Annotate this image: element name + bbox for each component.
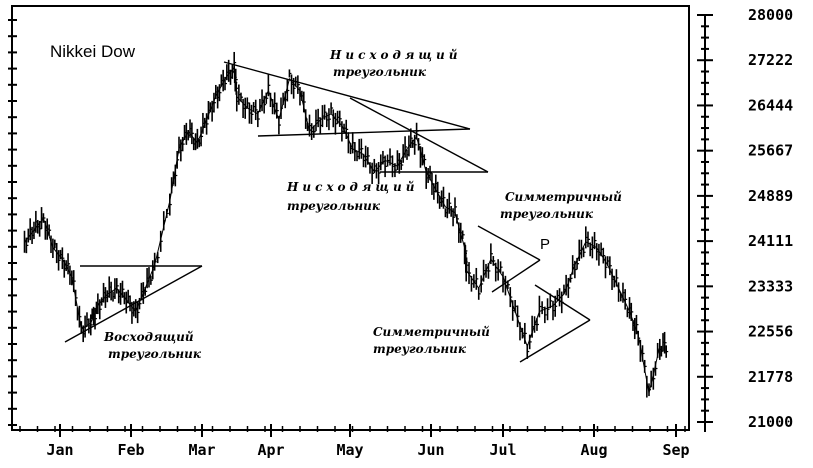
price-tick-label: 27222 bbox=[748, 51, 793, 69]
price-tick-label: 26444 bbox=[748, 96, 793, 114]
trendline bbox=[223, 61, 471, 130]
month-tick-label: Sep bbox=[662, 441, 689, 459]
month-tick-label: Aug bbox=[580, 441, 607, 459]
month-tick-label: Jun bbox=[417, 441, 444, 459]
price-line bbox=[24, 66, 661, 394]
price-tick-label: 22556 bbox=[748, 323, 793, 341]
month-axis-ticks bbox=[19, 424, 686, 437]
price-tick-label: 25667 bbox=[748, 142, 793, 160]
price-bars bbox=[23, 51, 669, 398]
trendline bbox=[349, 97, 489, 173]
annotation-sym-triangle-2-line1: Симметричный bbox=[373, 325, 490, 339]
annotation-desc-triangle-1-line1: Нисходящий bbox=[329, 48, 461, 62]
pattern-trendlines bbox=[64, 61, 591, 363]
price-tick-label: 28000 bbox=[748, 6, 793, 24]
annotation-asc-triangle-line1: Восходящий bbox=[103, 330, 194, 344]
price-tick-label: 21000 bbox=[748, 413, 793, 431]
trendline bbox=[257, 128, 471, 137]
month-tick-label: Apr bbox=[257, 441, 284, 459]
annotation-desc-triangle-1-line2: треугольник bbox=[333, 65, 427, 79]
price-tick-label: 24889 bbox=[748, 187, 793, 205]
annotation-sym-triangle-2-line2: треугольник bbox=[373, 342, 467, 356]
price-axis-ticks bbox=[697, 14, 713, 423]
annotation-desc-triangle-2-line2: треугольник bbox=[287, 199, 381, 213]
annotation-desc-triangle-2-line1: Нисходящий bbox=[286, 180, 418, 194]
price-tick-label: 21778 bbox=[748, 368, 793, 386]
left-minor-ticks bbox=[8, 19, 17, 426]
annotation-sym-triangle-1-line1: Симметричный bbox=[505, 190, 622, 204]
trendline bbox=[519, 319, 591, 363]
trendline bbox=[477, 225, 541, 261]
month-tick-label: Mar bbox=[188, 441, 215, 459]
month-tick-labels: Jan Feb Mar Apr May Jun Jul Aug Sep bbox=[46, 441, 689, 459]
price-tick-label: 24111 bbox=[748, 232, 793, 250]
month-tick-label: Feb bbox=[117, 441, 144, 459]
month-tick-label: Jan bbox=[46, 441, 73, 459]
price-tick-label: 23333 bbox=[748, 277, 793, 295]
annotation-p-label: P bbox=[540, 236, 550, 253]
annotation-sym-triangle-1-line2: треугольник bbox=[500, 207, 594, 221]
price-tick-labels: 28000 27222 26444 25667 24889 24111 23333 22556… bbox=[748, 6, 793, 431]
chart-title: Nikkei Dow bbox=[50, 42, 136, 61]
month-tick-label: May bbox=[336, 441, 363, 459]
month-tick-label: Jul bbox=[489, 441, 516, 459]
trendline bbox=[491, 259, 541, 293]
annotation-asc-triangle-line2: треугольник bbox=[108, 347, 202, 361]
